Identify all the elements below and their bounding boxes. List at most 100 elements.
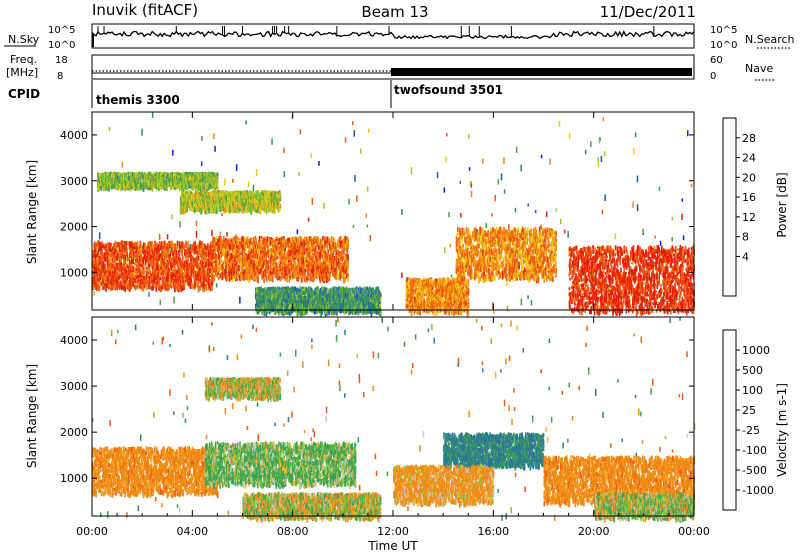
range-cell [202,261,205,267]
range-cell [120,280,122,286]
range-cell [190,272,193,277]
range-cell [124,272,126,280]
range-cell [111,267,114,274]
range-cell [148,254,150,262]
range-cell [119,251,122,255]
scatter-cell [98,232,101,240]
range-cell [307,257,310,262]
range-cell [139,265,141,270]
scatter-cell [597,157,599,162]
range-cell [150,285,153,291]
scatter-cell [450,274,453,278]
scatter-cell [172,149,174,156]
range-cell [114,259,117,262]
range-cell [103,244,105,249]
range-cell [198,249,201,254]
range-cell [154,268,156,274]
range-cell [233,244,236,249]
range-cell [209,266,211,269]
range-cell [154,240,156,244]
range-cell [184,267,187,275]
range-cell [142,242,145,249]
range-cell [154,265,156,269]
range-cell [132,273,134,277]
scatter-cell [603,151,606,157]
scatter-cell [93,291,95,296]
range-cell [150,273,153,276]
range-cell [178,257,180,263]
range-cell [100,282,103,286]
range-cell [152,244,154,251]
scatter-cell [460,213,462,218]
range-cell [182,258,184,265]
range-cell [167,251,169,258]
range-cell [146,273,149,280]
range-cell [98,259,101,266]
range-cell [137,240,139,246]
scatter-cell [219,231,221,236]
range-cell [94,258,96,263]
scatter-cell [226,231,228,237]
range-cell [216,259,218,263]
scatter-cell [493,309,495,315]
range-cell [176,240,179,246]
range-cell [258,236,261,241]
range-cell [206,276,208,280]
range-cell [124,260,126,264]
range-cell [160,268,163,273]
scatter-cell [598,139,601,144]
range-cell [194,240,197,245]
range-cell [344,235,347,242]
range-cell [201,253,203,259]
range-cell [139,273,141,280]
range-cell [121,276,124,281]
range-cell [180,280,182,286]
range-cell [107,244,109,251]
range-cell [164,241,167,245]
scatter-cell [527,295,529,299]
scatter-cell [401,209,403,215]
range-cell [107,247,110,251]
range-cell [98,270,100,273]
range-cell [118,256,121,262]
scatter-cell [195,231,198,238]
scatter-cell [560,218,562,225]
range-cell [107,254,110,259]
scatter-cell [476,229,478,233]
range-cell [193,263,195,266]
range-cell [109,257,111,265]
range-cell [337,275,340,280]
range-cell [199,285,201,291]
scatter-cell [283,147,285,154]
range-cell [201,265,204,270]
range-cell [166,275,168,283]
scatter-cell [508,224,510,231]
range-cell [117,273,120,277]
range-cell [207,250,210,257]
range-cell [347,276,349,282]
range-cell [117,280,120,286]
scatter-cell [368,128,370,133]
range-cell [142,261,144,268]
range-cell [344,276,347,282]
range-cell [123,268,126,271]
range-cell [188,245,191,250]
range-cell [161,260,164,266]
scatter-cell [159,299,161,305]
range-cell [172,245,174,249]
range-cell [162,241,164,249]
range-cell [164,269,166,275]
range-cell [206,247,208,250]
range-cell [106,267,109,275]
range-cell [145,266,148,270]
range-cell [190,262,193,270]
range-cell [145,270,148,273]
range-cell [199,251,202,258]
range-cell [123,263,126,267]
scatter-cell [200,161,203,167]
range-cell [139,246,142,254]
scatter-cell [687,130,689,137]
range-cell [322,236,324,242]
range-cell [183,245,185,250]
scatter-cell [515,146,518,153]
